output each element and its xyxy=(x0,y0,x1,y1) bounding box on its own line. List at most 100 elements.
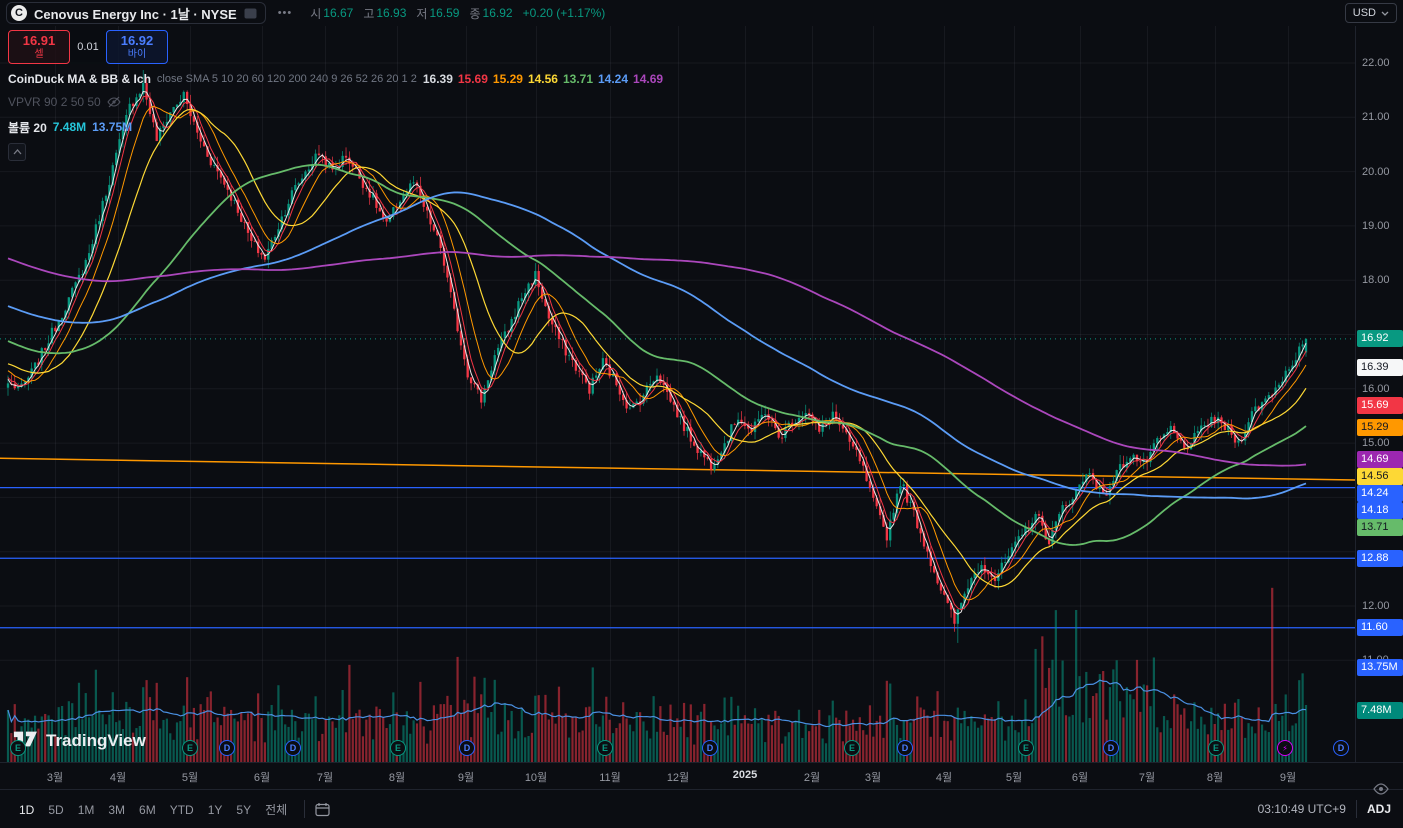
ohlc-value: 16.93 xyxy=(376,6,407,20)
ohlc-readout: 시 16.67 고 16.93 저 16.59 종 16.92 xyxy=(310,5,512,22)
indicator-value: 13.71 xyxy=(562,72,593,86)
vpvr-title: VPVR 90 2 50 50 xyxy=(8,95,101,109)
range-button-1D[interactable]: 1D xyxy=(12,799,41,821)
dividend-marker[interactable]: D xyxy=(219,740,235,756)
indicator-legend-main[interactable]: CoinDuck MA & BB & Ich close SMA 5 10 20… xyxy=(8,71,668,87)
axis-settings-eye-icon[interactable] xyxy=(1369,777,1393,801)
dividend-marker[interactable]: D xyxy=(1333,740,1349,756)
price-axis-label: 21.00 xyxy=(1362,111,1390,124)
event-markers-row: E E D D E D E D E D E D E ⚡ D xyxy=(0,740,1355,758)
ohlc-item: 종 16.92 xyxy=(469,5,512,22)
volume-title: 볼륨 20 xyxy=(8,120,47,135)
legend-collapse-button[interactable] xyxy=(8,143,26,161)
range-button-YTD[interactable]: YTD xyxy=(163,799,201,821)
time-axis-label: 7월 xyxy=(316,772,334,784)
indicator-legend-volume[interactable]: 볼륨 20 7.48M 13.75M xyxy=(8,119,138,135)
earnings-marker[interactable]: E xyxy=(1208,740,1224,756)
time-axis-label: 4월 xyxy=(109,772,127,784)
earnings-marker[interactable]: E xyxy=(1018,740,1034,756)
go-to-date-icon[interactable] xyxy=(315,802,330,817)
flash-marker[interactable]: ⚡ xyxy=(1277,740,1293,756)
range-button-3M[interactable]: 3M xyxy=(101,799,132,821)
price-axis-label: 18.00 xyxy=(1362,274,1390,287)
buy-label: 바이 xyxy=(127,48,147,60)
time-axis-label: 3월 xyxy=(864,772,882,784)
buy-button[interactable]: 16.92 바이 xyxy=(106,30,168,64)
dividend-marker[interactable]: D xyxy=(285,740,301,756)
time-axis-label: 5월 xyxy=(1005,772,1023,784)
footer-divider xyxy=(304,800,306,818)
price-tag: 11.60 xyxy=(1357,619,1403,637)
ohlc-value: 16.59 xyxy=(429,6,460,20)
adj-toggle[interactable]: ADJ xyxy=(1366,802,1391,816)
clock-timezone[interactable]: 03:10:49 UTC+9 xyxy=(1257,802,1346,816)
dividend-marker[interactable]: D xyxy=(459,740,475,756)
earnings-marker[interactable]: E xyxy=(182,740,198,756)
ohlc-label: 시 xyxy=(310,6,322,21)
price-axis-label: 12.00 xyxy=(1362,600,1390,612)
symbol-title: Cenovus Energy Inc · 1날 · NYSE xyxy=(34,6,237,22)
range-button-1Y[interactable]: 1Y xyxy=(201,799,230,821)
ohlc-value: 16.67 xyxy=(323,6,354,20)
spread-value: 0.01 xyxy=(77,41,99,53)
time-axis-label: 5월 xyxy=(181,772,199,784)
earnings-marker[interactable]: E xyxy=(10,740,26,756)
time-axis-label: 6월 xyxy=(1071,772,1089,784)
more-button[interactable]: ••• xyxy=(274,7,297,19)
price-tag: 16.39 xyxy=(1357,359,1403,377)
earnings-marker[interactable]: E xyxy=(390,740,406,756)
price-axis-label: 16.00 xyxy=(1362,382,1390,395)
price-change: +0.20 (+1.17%) xyxy=(522,6,606,20)
range-button-1M[interactable]: 1M xyxy=(71,799,102,821)
price-axis[interactable]: 22.00 21.00 20.00 19.00 18.00 16.00 15.00 12.00… xyxy=(1355,26,1403,762)
time-axis[interactable]: 3월 4월 5월 6월 7월 8월 9월 10월 11월 12월 2025 2월 3월 4월 5월 6월 7월 8… xyxy=(0,762,1403,789)
ohlc-item: 저 16.59 xyxy=(416,5,459,22)
range-button-전체[interactable]: 전체 xyxy=(258,797,294,822)
indicator-params: close SMA 5 10 20 60 120 200 240 9 26 52… xyxy=(156,73,417,85)
indicator-title: CoinDuck MA & BB & Ich xyxy=(8,72,151,86)
ohlc-label: 종 xyxy=(469,6,481,21)
dividend-marker[interactable]: D xyxy=(1103,740,1119,756)
earnings-marker[interactable]: E xyxy=(597,740,613,756)
indicator-value: 14.24 xyxy=(598,72,629,86)
indicator-value: 14.56 xyxy=(527,72,558,86)
price-tag: 14.24 xyxy=(1357,485,1403,503)
price-tag: 13.71 xyxy=(1357,519,1403,537)
dividend-marker[interactable]: D xyxy=(702,740,718,756)
price-tag: 14.69 xyxy=(1357,451,1403,469)
indicator-legend-vpvr[interactable]: VPVR 90 2 50 50 xyxy=(8,94,121,110)
footer-divider-2 xyxy=(1355,800,1357,818)
time-axis-label: 9월 xyxy=(457,772,475,784)
range-button-5Y[interactable]: 5Y xyxy=(229,799,258,821)
time-axis-label: 3월 xyxy=(46,772,64,784)
price-axis-label: 22.00 xyxy=(1362,57,1390,69)
time-axis-label: 9월 xyxy=(1279,772,1297,784)
currency-dropdown[interactable]: USD xyxy=(1344,3,1397,23)
price-tag: 16.92 xyxy=(1357,330,1403,348)
range-button-5D[interactable]: 5D xyxy=(41,799,70,821)
indicator-value: 14.69 xyxy=(633,72,664,86)
price-tag: 12.88 xyxy=(1357,549,1403,567)
range-button-6M[interactable]: 6M xyxy=(132,799,163,821)
volume-value: 13.75M xyxy=(92,120,133,134)
chevron-down-icon xyxy=(1381,11,1389,16)
ohlc-value: 16.92 xyxy=(482,6,513,20)
sell-button[interactable]: 16.91 셀 xyxy=(8,30,70,64)
dividend-marker[interactable]: D xyxy=(897,740,913,756)
price-tag: 13.75M xyxy=(1357,659,1403,676)
time-axis-label: 8월 xyxy=(1206,772,1224,784)
ohlc-item: 시 16.67 xyxy=(310,5,353,22)
main-chart[interactable] xyxy=(0,26,1355,762)
sell-price: 16.91 xyxy=(22,32,56,48)
price-tag: 15.29 xyxy=(1357,418,1403,436)
symbol-button[interactable]: C Cenovus Energy Inc · 1날 · NYSE xyxy=(6,2,266,24)
eye-off-icon[interactable] xyxy=(107,96,121,108)
time-axis-label: 10월 xyxy=(524,772,548,784)
ohlc-label: 고 xyxy=(363,6,375,21)
trade-panel: 16.91 셀 0.01 16.92 바이 xyxy=(8,30,168,64)
earnings-marker[interactable]: E xyxy=(844,740,860,756)
watermark-text: TradingView xyxy=(46,730,146,750)
symbol-logo: C xyxy=(11,5,27,21)
price-tag: 7.48M xyxy=(1357,702,1403,719)
